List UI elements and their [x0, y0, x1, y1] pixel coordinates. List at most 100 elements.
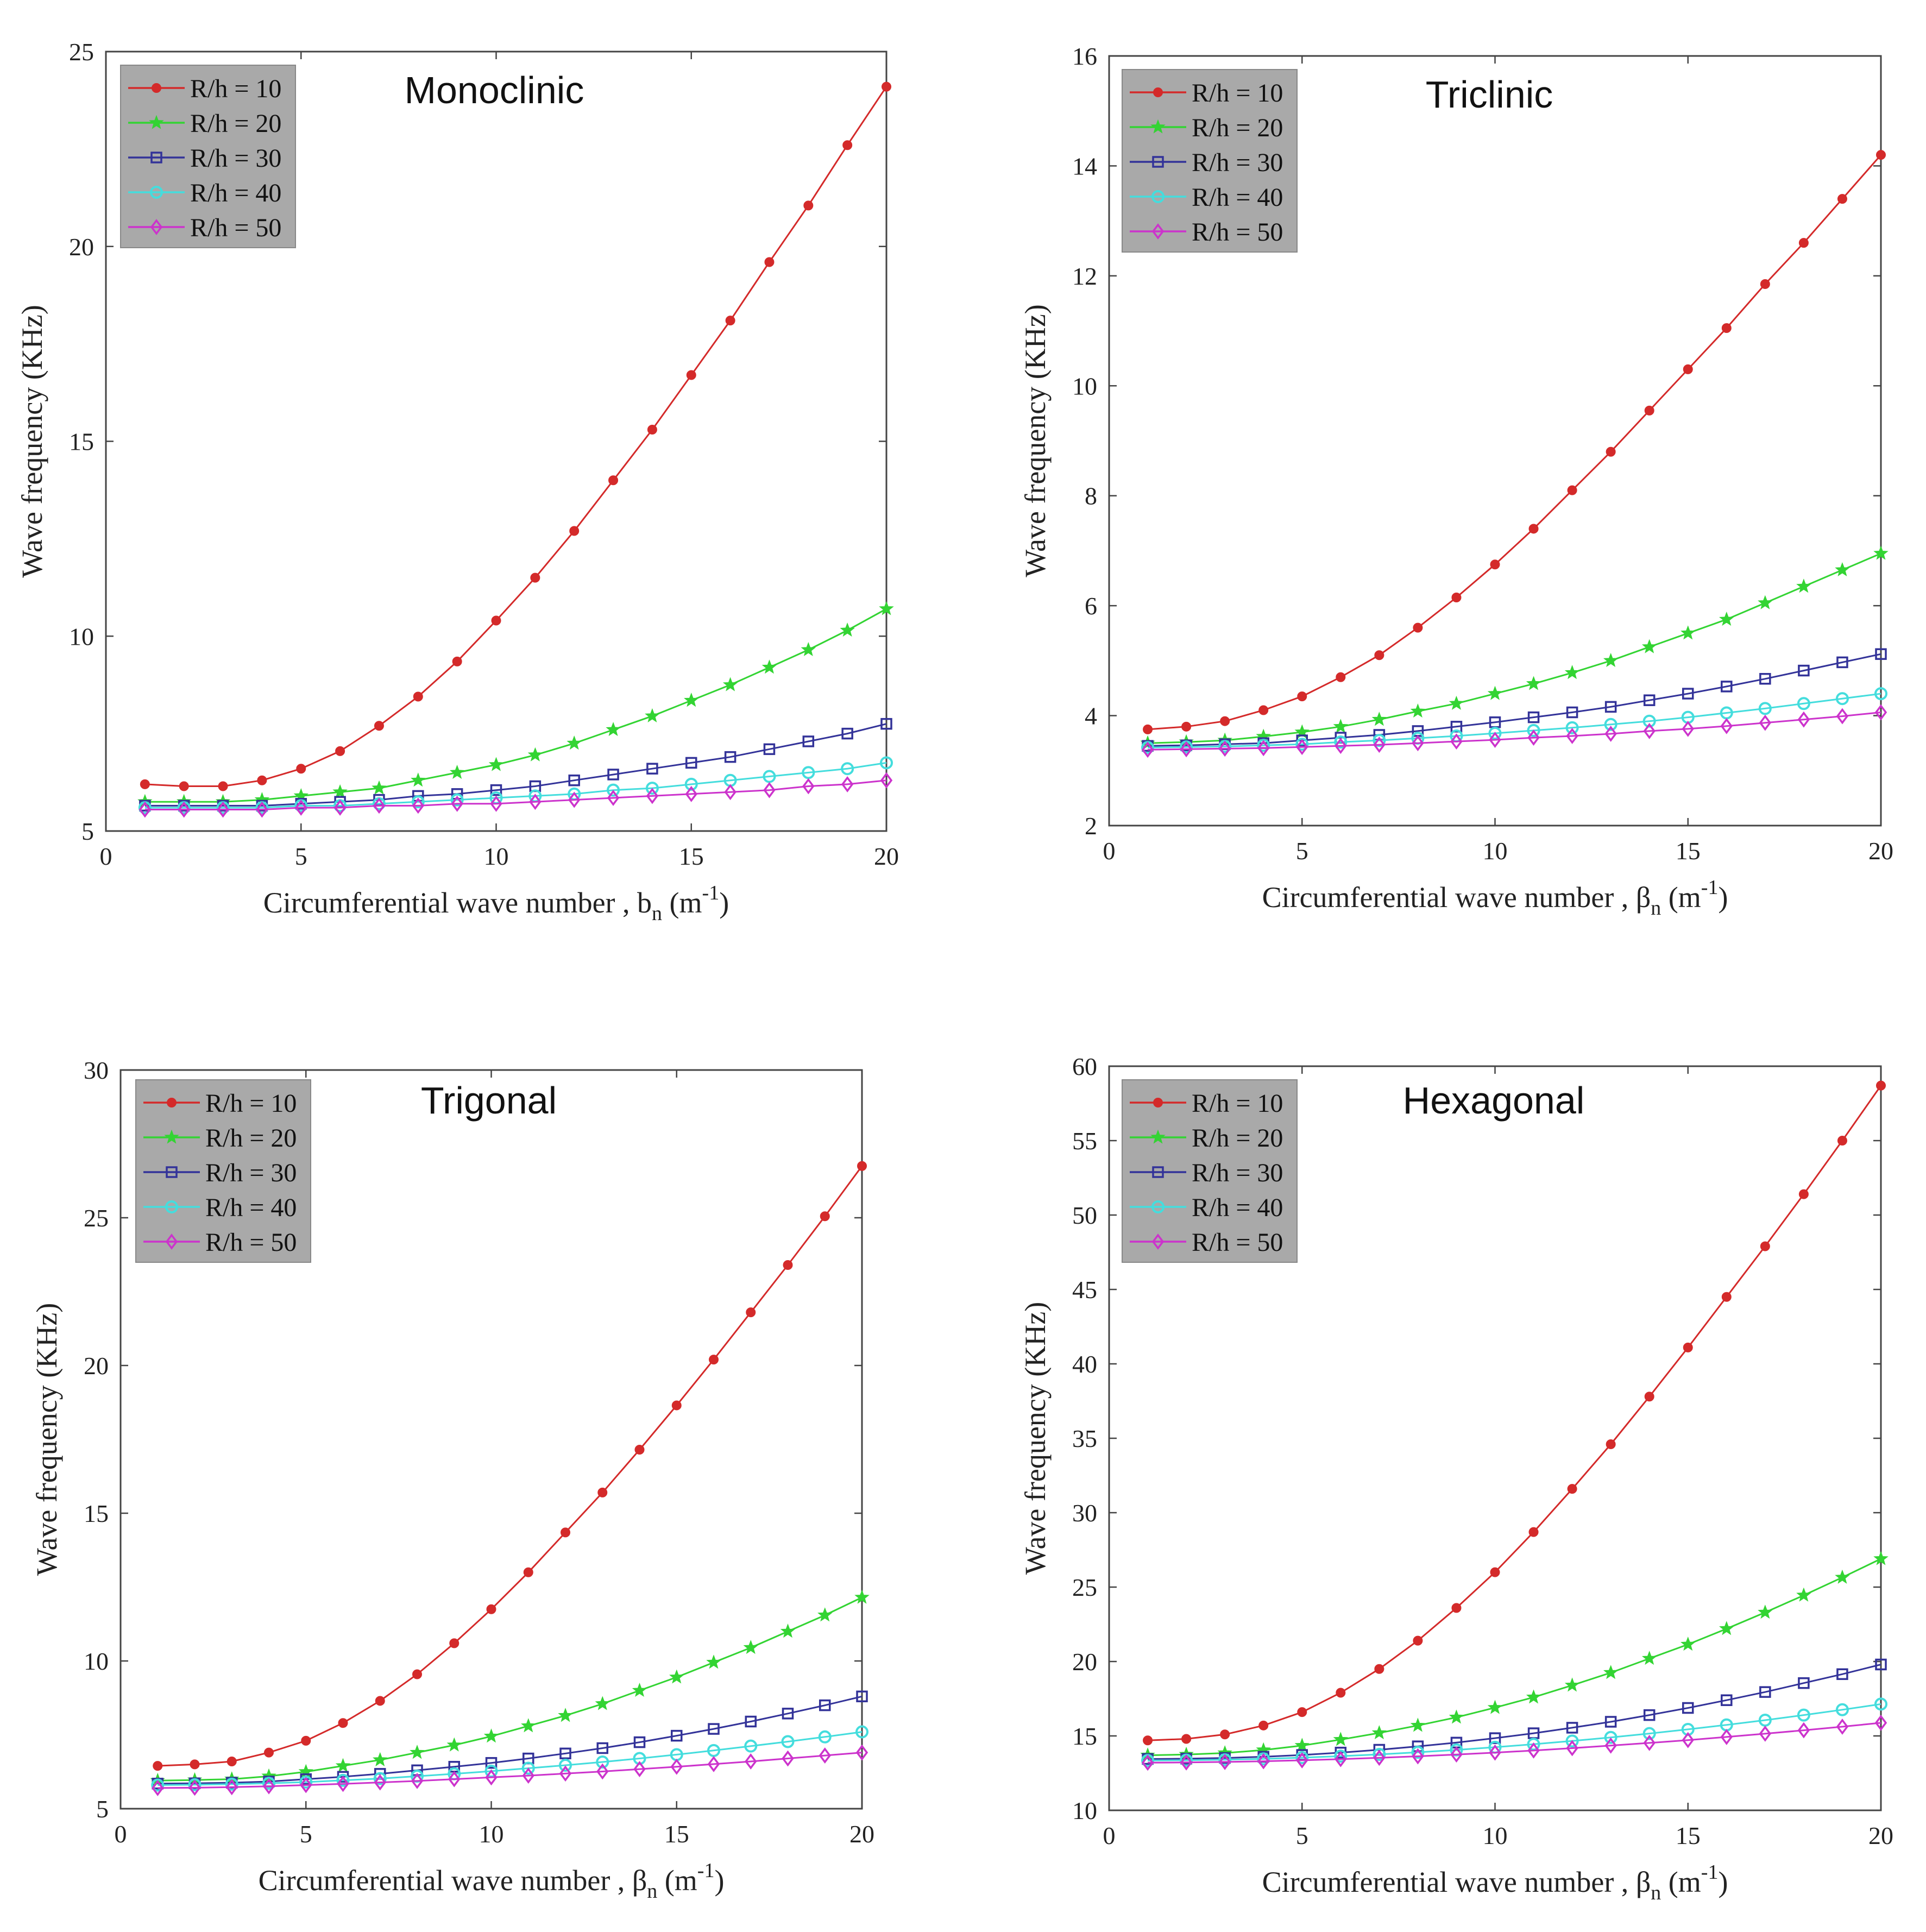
series-r-h-10 [140, 81, 891, 791]
data-point [257, 775, 267, 785]
data-point [802, 766, 815, 779]
data-point [1257, 740, 1270, 757]
x-axis-label-xsym: β [1636, 881, 1651, 914]
data-point [1641, 639, 1657, 653]
data-point [1759, 1686, 1771, 1698]
data-point [1295, 1751, 1309, 1765]
data-point [817, 1607, 833, 1622]
data-point [226, 1756, 237, 1766]
data-point [373, 1772, 387, 1785]
data-point [1528, 1527, 1539, 1537]
series-r-h-20 [150, 1589, 870, 1787]
x-axis-label: Circumferential wave number , βn (m-1) [1262, 1861, 1728, 1904]
x-axis-label-xunit-open: (m [1661, 881, 1701, 914]
data-point [596, 1742, 608, 1754]
x-tick-label: 15 [679, 842, 704, 870]
data-point [1604, 701, 1617, 713]
x-tick-label: 10 [1483, 1822, 1508, 1849]
data-point [1721, 681, 1733, 693]
data-point [744, 1739, 758, 1753]
x-tick-label: 15 [1676, 837, 1701, 865]
data-point [1527, 1738, 1540, 1751]
data-point [857, 1161, 867, 1171]
data-point [1721, 1694, 1733, 1706]
data-point [1371, 712, 1387, 726]
x-axis-label-xlabel: Circumferential wave number , [263, 886, 637, 919]
data-point [632, 1682, 647, 1697]
data-point [140, 779, 150, 789]
legend-marker [150, 152, 162, 163]
data-point [1374, 1664, 1384, 1674]
legend-label: R/h = 50 [205, 1228, 297, 1257]
series-r-h-20 [137, 601, 894, 808]
data-point [1797, 697, 1810, 710]
data-point [1143, 724, 1153, 734]
data-point [264, 1747, 274, 1758]
legend-marker [1151, 1234, 1165, 1250]
data-point [411, 795, 425, 809]
legend-label: R/h = 40 [190, 179, 281, 207]
data-point [1682, 1732, 1694, 1748]
data-point [879, 601, 894, 615]
series-line [144, 608, 887, 803]
x-axis-label-xlabel: Circumferential wave number , [259, 1864, 632, 1897]
data-point [188, 1779, 201, 1796]
y-tick-label: 20 [1072, 1648, 1097, 1676]
data-point [684, 693, 699, 707]
data-point [1873, 1551, 1889, 1565]
data-point [840, 622, 855, 637]
panel-title: Monoclinic [405, 69, 584, 111]
data-point [373, 797, 386, 814]
y-tick-label: 15 [84, 1500, 109, 1527]
data-point [1296, 739, 1308, 756]
y-tick-label: 10 [84, 1647, 109, 1675]
data-point [1526, 1689, 1541, 1704]
data-point [597, 1487, 608, 1497]
series-line [158, 1752, 863, 1789]
legend: R/h = 10 R/h = 20 R/h = 30 R/h = 40 R/h = 50 [135, 1079, 311, 1263]
data-point [1874, 704, 1887, 721]
data-point [782, 1750, 794, 1767]
legend-box [1122, 69, 1298, 253]
legend-box [120, 65, 296, 248]
data-point [1836, 1719, 1849, 1735]
data-point [1528, 524, 1539, 534]
y-tick-label: 30 [84, 1056, 109, 1084]
data-point [1604, 1716, 1617, 1728]
data-point [1371, 1725, 1387, 1740]
data-point [1837, 194, 1847, 204]
series-r-h-40 [1141, 1697, 1887, 1767]
data-point [633, 1761, 646, 1778]
data-point [1333, 1732, 1349, 1746]
data-point [449, 764, 465, 779]
data-point [1721, 323, 1732, 333]
y-tick-label: 20 [84, 1352, 109, 1380]
legend: R/h = 10 R/h = 20 R/h = 30 R/h = 40 R/h = 50 [120, 65, 296, 248]
data-point [1683, 1342, 1693, 1352]
data-point [483, 1728, 499, 1743]
data-point [1603, 1665, 1619, 1679]
data-point [1604, 718, 1617, 731]
data-point [153, 1761, 163, 1771]
data-point [1412, 735, 1424, 752]
data-point [686, 370, 696, 380]
data-point [332, 784, 348, 798]
data-point [1336, 1688, 1346, 1698]
legend-label: R/h = 20 [190, 109, 281, 138]
data-point [1566, 1740, 1578, 1757]
data-point [412, 1669, 422, 1679]
data-point [854, 1589, 870, 1604]
data-point [722, 677, 738, 691]
data-point [299, 1776, 313, 1789]
data-point [1603, 652, 1619, 668]
data-point [1143, 1735, 1153, 1746]
data-point [1566, 706, 1578, 719]
data-point [452, 656, 462, 666]
data-point [841, 776, 854, 792]
data-point [335, 746, 345, 756]
data-point [1760, 279, 1770, 290]
data-point [1641, 1651, 1657, 1665]
data-point [1257, 1753, 1270, 1770]
data-point [1527, 1742, 1540, 1759]
data-point [763, 770, 776, 783]
